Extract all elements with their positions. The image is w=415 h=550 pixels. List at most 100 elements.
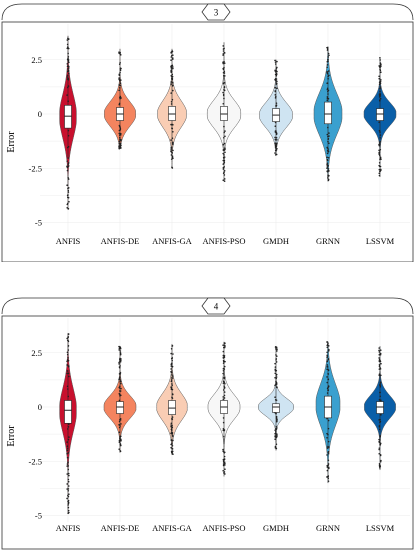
data-point	[328, 142, 330, 145]
data-point	[222, 396, 224, 398]
data-point	[378, 363, 381, 366]
data-point	[274, 445, 277, 448]
y-tick-label: -2.5	[29, 163, 42, 173]
data-point	[67, 56, 70, 58]
data-point	[118, 63, 121, 65]
data-point	[274, 63, 277, 65]
data-point	[224, 147, 226, 149]
data-point	[326, 48, 329, 50]
data-point	[67, 52, 69, 55]
data-point	[66, 207, 68, 209]
data-point	[120, 423, 122, 425]
data-point	[66, 441, 68, 443]
data-point	[118, 51, 121, 54]
data-point	[327, 480, 330, 482]
data-point	[326, 170, 329, 172]
data-point	[378, 358, 381, 361]
data-point	[327, 464, 330, 466]
data-point	[378, 75, 380, 78]
violins	[59, 332, 396, 515]
data-point	[326, 158, 329, 161]
data-point	[274, 447, 277, 449]
data-point	[326, 376, 328, 378]
data-point	[326, 133, 329, 136]
data-point	[222, 469, 224, 472]
data-point	[224, 130, 226, 132]
box-anfis-de	[116, 401, 124, 414]
data-point	[171, 393, 174, 396]
data-point	[66, 39, 69, 41]
data-point	[326, 156, 328, 159]
data-point	[119, 347, 122, 350]
data-point	[379, 444, 381, 446]
data-point	[68, 375, 70, 378]
data-point	[120, 439, 122, 442]
data-point	[224, 473, 226, 475]
data-point	[223, 62, 226, 64]
data-point	[67, 356, 69, 359]
data-point	[326, 436, 328, 439]
data-point	[326, 66, 328, 69]
data-point	[274, 59, 276, 62]
data-point	[170, 148, 172, 150]
data-point	[274, 136, 276, 139]
data-point	[327, 349, 330, 352]
box-anfis-pso	[220, 106, 228, 121]
data-point	[274, 125, 277, 127]
data-point	[67, 465, 70, 467]
data-point	[378, 161, 381, 164]
data-point	[327, 177, 329, 179]
data-point	[327, 56, 330, 58]
data-point	[378, 452, 381, 455]
data-point	[67, 335, 70, 338]
data-point	[223, 52, 226, 54]
data-point	[223, 344, 226, 346]
data-point	[222, 398, 225, 400]
data-point	[380, 79, 382, 81]
chart-panel-3: 3 Error 2.5 0 -2.5 -5 ANFIS ANFIS-DE ANFIS-GA…	[0, 0, 415, 262]
data-point	[274, 432, 276, 435]
data-point	[118, 89, 120, 92]
data-point	[223, 47, 225, 50]
data-point	[276, 427, 278, 429]
data-point	[276, 355, 278, 357]
data-point	[170, 56, 173, 58]
data-point	[119, 68, 122, 70]
data-point	[378, 349, 380, 352]
data-point	[67, 461, 69, 464]
data-point	[378, 463, 381, 465]
x-tick-labels: ANFIS ANFIS-DE ANFIS-GA ANFIS-PSO GMDH GRNN LS…	[56, 523, 395, 533]
data-point	[66, 184, 69, 187]
data-point	[274, 86, 276, 89]
data-point	[222, 102, 225, 105]
data-point	[275, 82, 278, 85]
data-point	[222, 463, 225, 465]
data-point	[171, 445, 174, 447]
data-point	[222, 458, 225, 461]
data-point	[118, 78, 120, 81]
data-point	[326, 454, 328, 456]
y-axis-label: Error	[6, 131, 17, 153]
data-point	[67, 345, 70, 347]
data-point	[67, 509, 70, 512]
data-point	[222, 156, 225, 159]
data-point	[67, 488, 70, 490]
data-point	[223, 178, 226, 180]
data-point	[326, 368, 328, 371]
data-point	[275, 386, 278, 388]
data-point	[68, 67, 70, 69]
data-point	[326, 469, 329, 472]
data-point	[172, 57, 174, 59]
data-point	[276, 142, 278, 145]
data-point	[171, 448, 174, 450]
data-point	[275, 443, 278, 446]
data-point	[67, 194, 69, 196]
y-tick-labels: 2.5 0 -2.5 -5	[29, 348, 42, 521]
data-point	[223, 180, 226, 182]
data-point	[223, 346, 226, 349]
data-point	[67, 46, 69, 49]
data-point	[223, 472, 225, 474]
data-point	[328, 54, 330, 57]
x-tick-label: LSSVM	[366, 236, 395, 246]
data-point	[120, 144, 122, 147]
